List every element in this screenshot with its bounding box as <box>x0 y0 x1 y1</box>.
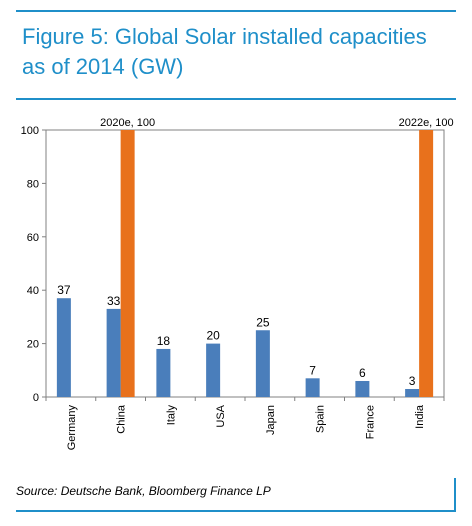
title-rule <box>16 98 456 100</box>
bottom-rule <box>16 510 456 512</box>
y-tick-label: 100 <box>21 125 39 137</box>
y-tick-label: 40 <box>27 285 39 297</box>
bar-india <box>405 388 420 397</box>
bar-italy <box>156 348 171 397</box>
top-rule <box>16 10 456 12</box>
data-label-usa: 20 <box>206 329 220 343</box>
bar-spain <box>305 378 320 397</box>
data-label-germany: 37 <box>57 283 71 297</box>
x-tick-label-france: France <box>364 405 376 439</box>
x-tick-label-usa: USA <box>215 404 227 427</box>
data-label-france: 6 <box>359 366 366 380</box>
x-tick-label-japan: Japan <box>265 405 277 435</box>
y-tick-label: 80 <box>27 178 39 190</box>
y-tick-label: 20 <box>27 339 39 351</box>
bar-japan <box>255 330 270 397</box>
x-tick-label-spain: Spain <box>315 405 327 433</box>
projection-bar-china <box>120 130 135 397</box>
data-label-japan: 25 <box>256 315 270 329</box>
projection-label-china: 2020e, 100 <box>100 117 155 129</box>
x-tick-label-germany: Germany <box>66 405 78 451</box>
chart-area: 0 20 40 60 80 100 2020e, 100 2022e, 100 37 German… <box>0 100 472 470</box>
bar-germany <box>56 298 71 397</box>
y-tick-label: 0 <box>33 392 39 404</box>
projection-label-india: 2022e, 100 <box>399 117 454 129</box>
projection-bar-india <box>419 130 434 397</box>
source-note: Source: Deutsche Bank, Bloomberg Finance… <box>16 484 271 498</box>
chart-title: Figure 5: Global Solar installed capacit… <box>22 24 427 79</box>
bar-usa <box>206 343 221 397</box>
plot-frame <box>45 129 445 398</box>
y-tick-label: 60 <box>27 232 39 244</box>
data-label-spain: 7 <box>309 363 316 377</box>
bar-france <box>355 380 370 397</box>
data-label-italy: 18 <box>157 334 171 348</box>
data-label-china: 33 <box>107 294 121 308</box>
x-tick-label-china: China <box>116 404 128 434</box>
x-tick-label-italy: Italy <box>165 405 177 426</box>
bar-china <box>106 308 121 397</box>
x-tick-label-india: India <box>414 404 426 429</box>
data-label-india: 3 <box>409 374 416 388</box>
side-rule <box>454 478 456 512</box>
